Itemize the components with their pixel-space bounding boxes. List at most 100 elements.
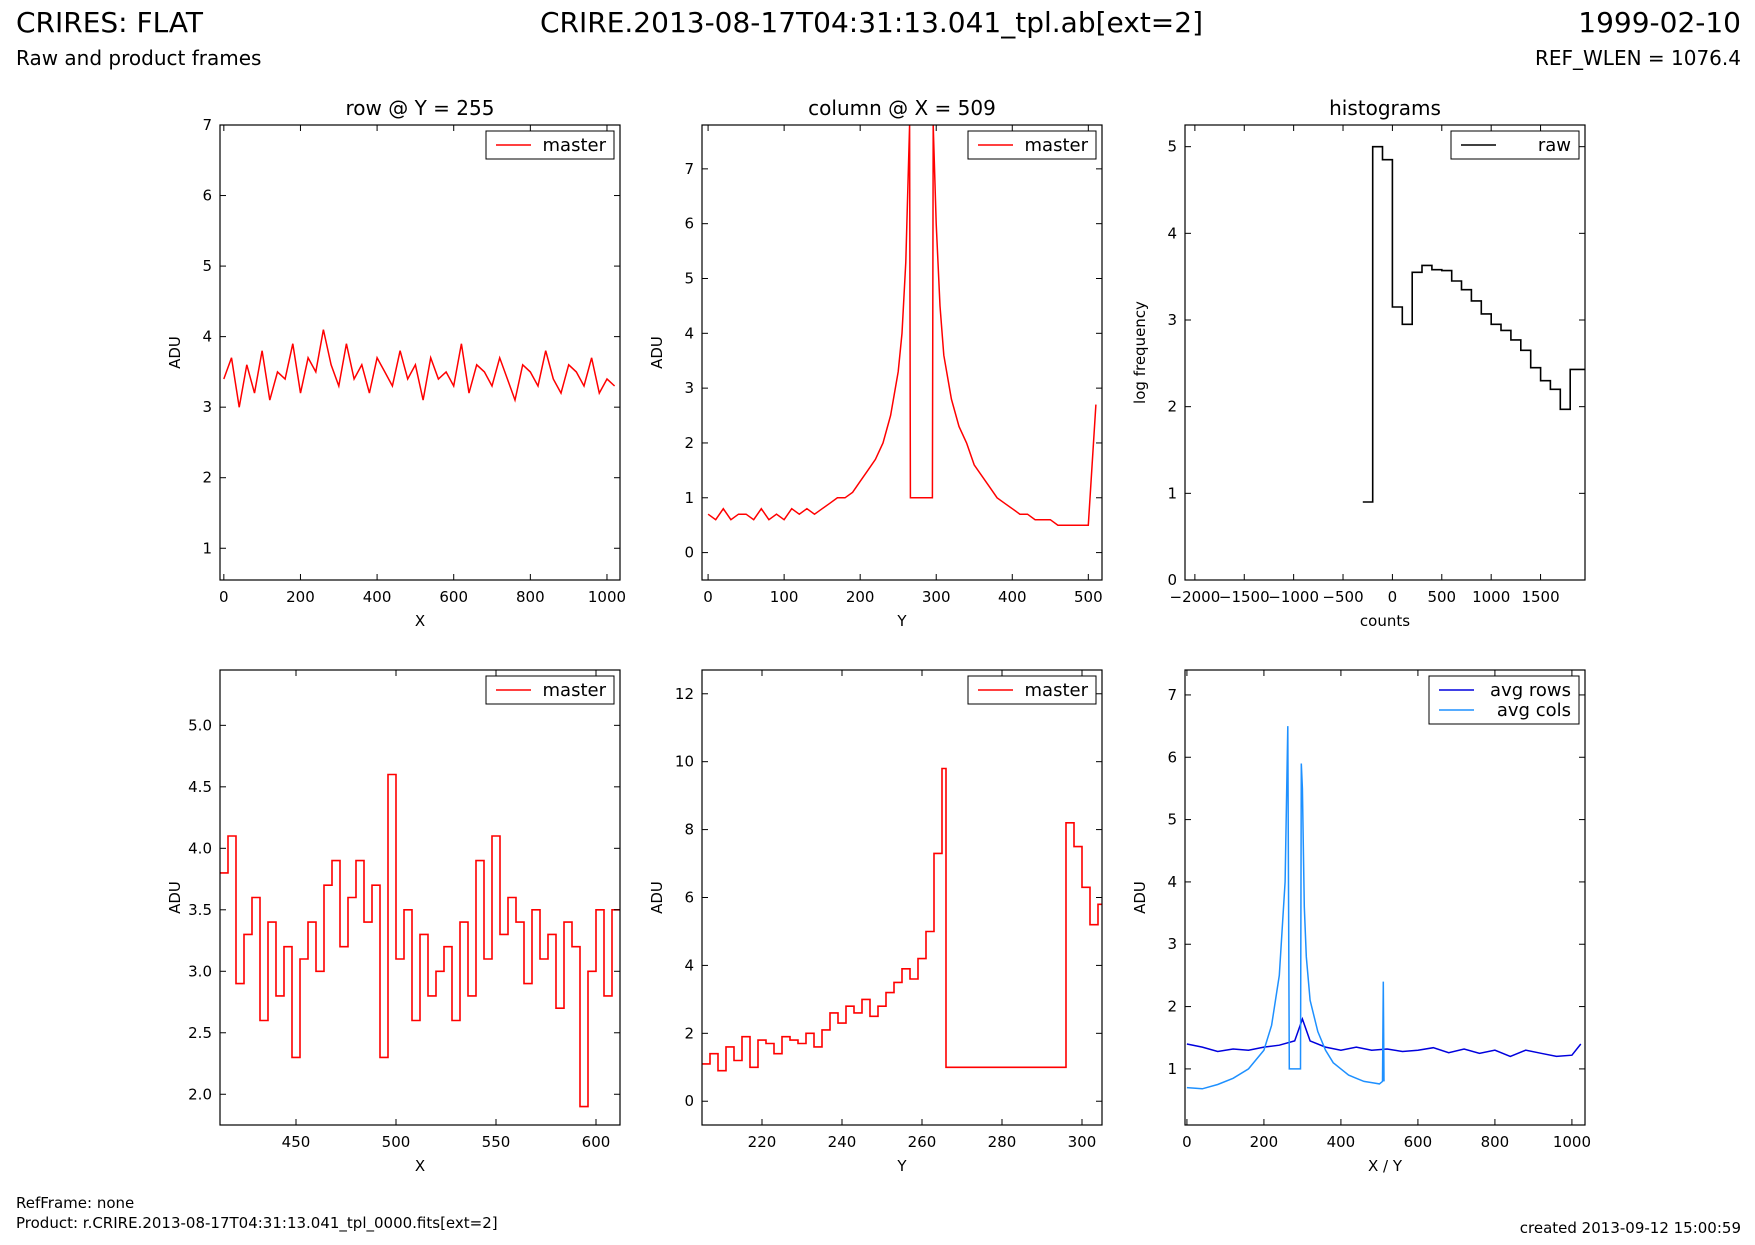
legend-label: raw xyxy=(1538,135,1571,156)
chart-panel-3: −2000−1500−1000 −500 0 500 1000 1500 0 1 2 3 4 5 his… xyxy=(1131,96,1586,630)
y-axis-label: ADU xyxy=(648,881,666,914)
y-axis-label: ADU xyxy=(166,881,184,914)
y-tick-label: 4 xyxy=(684,324,694,342)
report-subtitle: Raw and product frames xyxy=(16,46,262,70)
ref-wlen-label: REF_WLEN = 1076.4 xyxy=(1534,46,1741,70)
x-axis-label: counts xyxy=(1360,612,1410,630)
series-line-master xyxy=(707,125,1097,526)
legend: master xyxy=(485,675,615,705)
x-tick-label: 500 xyxy=(1427,588,1456,606)
y-tick-label: 6 xyxy=(1167,748,1177,766)
plot-frame xyxy=(701,124,1103,581)
report-title: CRIRES: FLAT xyxy=(16,6,203,39)
y-tick-label: 5 xyxy=(1167,811,1177,829)
y-tick-label: 2.0 xyxy=(188,1085,212,1103)
x-tick-label: 1000 xyxy=(1472,588,1510,606)
x-tick-label: 400 xyxy=(998,588,1027,606)
y-tick-label: 6 xyxy=(202,187,212,205)
x-tick-label: 1000 xyxy=(588,588,626,606)
y-tick-label: 0 xyxy=(684,1092,694,1110)
y-tick-label: 3 xyxy=(1167,935,1177,953)
y-tick-label: 0 xyxy=(684,544,694,562)
y-tick-label: 4.0 xyxy=(188,839,212,857)
y-tick-label: 4 xyxy=(1167,224,1177,242)
y-tick-label: 3 xyxy=(202,398,212,416)
x-tick-label: 0 xyxy=(219,588,229,606)
x-axis-label: Y xyxy=(896,612,907,630)
plot-frame xyxy=(219,124,621,581)
x-tick-label: 300 xyxy=(1068,1133,1097,1151)
x-tick-label: 600 xyxy=(1404,1133,1433,1151)
x-tick-label: 450 xyxy=(282,1133,311,1151)
x-tick-label: 0 xyxy=(1388,588,1398,606)
series-line-master xyxy=(220,773,620,1108)
chart-panel-2: 0 100 200 300 400 500 0 1 2 3 4 5 6 7 column @ X = 509… xyxy=(648,96,1103,630)
x-tick-label: 600 xyxy=(582,1133,611,1151)
x-tick-label: 260 xyxy=(908,1133,937,1151)
series-line-avg-cols xyxy=(1186,726,1385,1090)
y-axis-label: ADU xyxy=(648,336,666,369)
y-tick-label: 5 xyxy=(1167,138,1177,156)
y-axis-label: log frequency xyxy=(1131,301,1149,404)
x-tick-label: 400 xyxy=(1327,1133,1356,1151)
legend-label: master xyxy=(543,135,607,156)
plot-frame xyxy=(701,669,1103,1126)
x-axis-label: X / Y xyxy=(1368,1157,1403,1175)
series-line-avg-rows xyxy=(1186,1016,1582,1058)
y-tick-label: 2.5 xyxy=(188,1024,212,1042)
y-tick-label: 1 xyxy=(202,539,212,557)
x-tick-label: 800 xyxy=(516,588,545,606)
y-tick-label: 2 xyxy=(684,1024,694,1042)
y-tick-label: 7 xyxy=(202,116,212,134)
x-tick-label: 200 xyxy=(1250,1133,1279,1151)
y-tick-label: 0 xyxy=(1167,571,1177,589)
series-line-raw xyxy=(1362,145,1585,503)
y-tick-label: 1 xyxy=(684,489,694,507)
footer-refframe: RefFrame: none xyxy=(16,1194,135,1212)
y-tick-label: 5 xyxy=(684,269,694,287)
series-line-master xyxy=(702,767,1102,1072)
x-axis-label: X xyxy=(415,1157,425,1175)
x-tick-label: 600 xyxy=(439,588,468,606)
legend-box xyxy=(485,130,615,160)
legend-label: master xyxy=(1025,135,1089,156)
x-tick-label: 800 xyxy=(1481,1133,1510,1151)
y-tick-label: 4 xyxy=(684,956,694,974)
chart-panel-4: 450 500 550 600 2.0 2.5 3.0 3.5 4.0 4.5 5.0 X ADU mas… xyxy=(166,669,621,1175)
x-tick-label: 0 xyxy=(1182,1133,1192,1151)
file-title: CRIRE.2013-08-17T04:31:13.041_tpl.ab[ext… xyxy=(540,6,1204,39)
x-tick-label: 1000 xyxy=(1553,1133,1591,1151)
y-tick-label: 3 xyxy=(684,379,694,397)
x-tick-label: 220 xyxy=(748,1133,777,1151)
x-tick-label: −2000 xyxy=(1170,588,1221,606)
y-axis-label: ADU xyxy=(166,336,184,369)
y-tick-label: 12 xyxy=(675,685,694,703)
y-axis-label: ADU xyxy=(1131,881,1149,914)
y-tick-label: 8 xyxy=(684,821,694,839)
legend: raw xyxy=(1450,130,1580,160)
x-tick-label: 300 xyxy=(922,588,951,606)
y-tick-label: 3.5 xyxy=(188,901,212,919)
legend-label: avg cols xyxy=(1497,700,1571,721)
plot-frame xyxy=(219,669,621,1126)
x-tick-label: −500 xyxy=(1322,588,1363,606)
date-label: 1999-02-10 xyxy=(1578,6,1741,39)
legend: master xyxy=(967,130,1097,160)
chart-title: row @ Y = 255 xyxy=(346,96,495,120)
x-tick-label: 1500 xyxy=(1521,588,1559,606)
x-tick-label: 500 xyxy=(1074,588,1103,606)
y-tick-label: 2 xyxy=(1167,398,1177,416)
x-tick-label: 100 xyxy=(770,588,799,606)
y-tick-label: 2 xyxy=(1167,998,1177,1016)
y-tick-label: 7 xyxy=(684,160,694,178)
legend-label: master xyxy=(1025,680,1089,701)
x-tick-label: 200 xyxy=(286,588,315,606)
legend-label: avg rows xyxy=(1490,680,1571,701)
x-tick-label: 550 xyxy=(482,1133,511,1151)
x-tick-label: −1500 xyxy=(1219,588,1270,606)
chart-title: histograms xyxy=(1329,96,1441,120)
chart-panel-6: 0 200 400 600 800 1000 1 2 3 4 5 6 7 X / Y ADU avg rows… xyxy=(1131,669,1591,1175)
x-tick-label: 200 xyxy=(846,588,875,606)
